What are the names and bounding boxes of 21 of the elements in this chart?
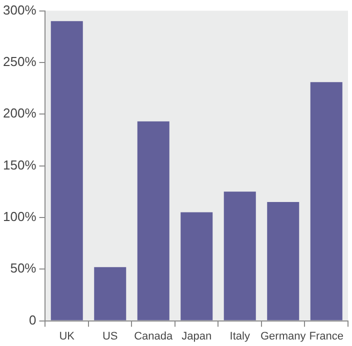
bar bbox=[94, 267, 126, 320]
y-tick-label: 100% bbox=[3, 209, 37, 224]
x-tick-label: Japan bbox=[182, 330, 212, 342]
x-tick-label: Canada bbox=[134, 330, 174, 342]
x-tick-label: Germany bbox=[260, 330, 306, 342]
bar bbox=[50, 21, 83, 320]
x-tick-label: UK bbox=[59, 330, 76, 342]
bar bbox=[310, 82, 342, 320]
bar bbox=[267, 202, 300, 320]
bar bbox=[224, 192, 256, 320]
x-tick-label: France bbox=[309, 330, 344, 342]
bar bbox=[137, 121, 170, 320]
y-tick-label: 250% bbox=[3, 54, 37, 70]
y-tick-label: 50% bbox=[10, 260, 37, 276]
y-tick-label: 150% bbox=[3, 157, 37, 172]
y-tick-label: 0 bbox=[29, 312, 36, 328]
bar bbox=[180, 212, 213, 320]
x-tick-label: US bbox=[102, 330, 118, 342]
y-tick-label: 200% bbox=[3, 106, 37, 121]
y-tick-label: 300% bbox=[3, 2, 37, 18]
x-tick-label: Italy bbox=[230, 330, 250, 342]
